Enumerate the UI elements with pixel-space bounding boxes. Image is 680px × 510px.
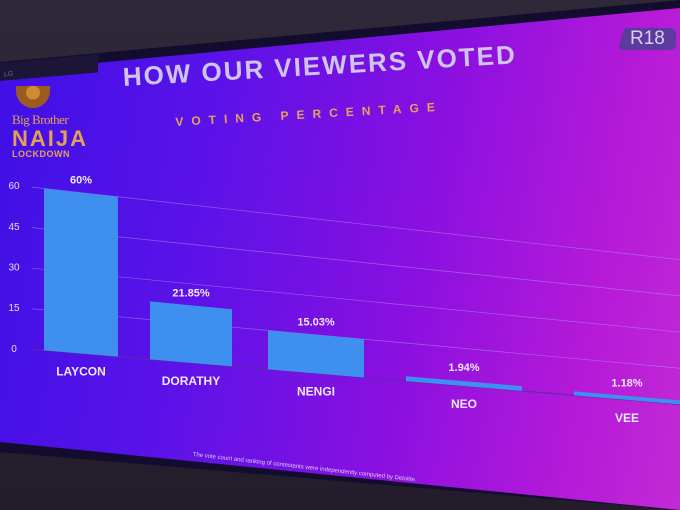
logo-line-1: Big Brother: [12, 112, 69, 127]
logo-line-2: NAIJA: [12, 126, 89, 151]
data-label: 1.18%: [611, 377, 642, 389]
data-label: 21.85%: [172, 287, 210, 299]
rating-text: R18: [630, 28, 665, 49]
data-label: 60%: [70, 174, 92, 186]
data-label: 1.94%: [448, 362, 479, 374]
category-label: DORATHY: [162, 374, 220, 388]
bar-laycon: [44, 188, 118, 357]
show-logo: Big Brother NAIJA LOCKDOWN: [6, 86, 86, 166]
gridline: [31, 186, 680, 261]
y-tick-label: 30: [8, 262, 20, 273]
y-tick-label: 15: [8, 303, 20, 314]
gridline: [31, 267, 680, 333]
category-label: NENGI: [297, 384, 335, 398]
y-tick-label: 0: [11, 344, 17, 355]
y-tick-label: 60: [8, 181, 20, 192]
y-tick-label: 45: [8, 222, 20, 233]
bar-nengi: [268, 330, 364, 378]
bar-neo: [406, 376, 522, 391]
gridline: [31, 227, 680, 297]
data-label: 15.03%: [297, 316, 335, 328]
rating-badge: R18: [618, 28, 676, 50]
bar-dorathy: [150, 301, 232, 367]
category-label: LAYCON: [56, 364, 106, 378]
logo-line-3: LOCKDOWN: [12, 149, 70, 159]
category-label: VEE: [615, 411, 639, 425]
category-label: NEO: [451, 397, 477, 411]
bar-vee: [574, 391, 680, 405]
eye-logo-icon: [16, 86, 50, 108]
